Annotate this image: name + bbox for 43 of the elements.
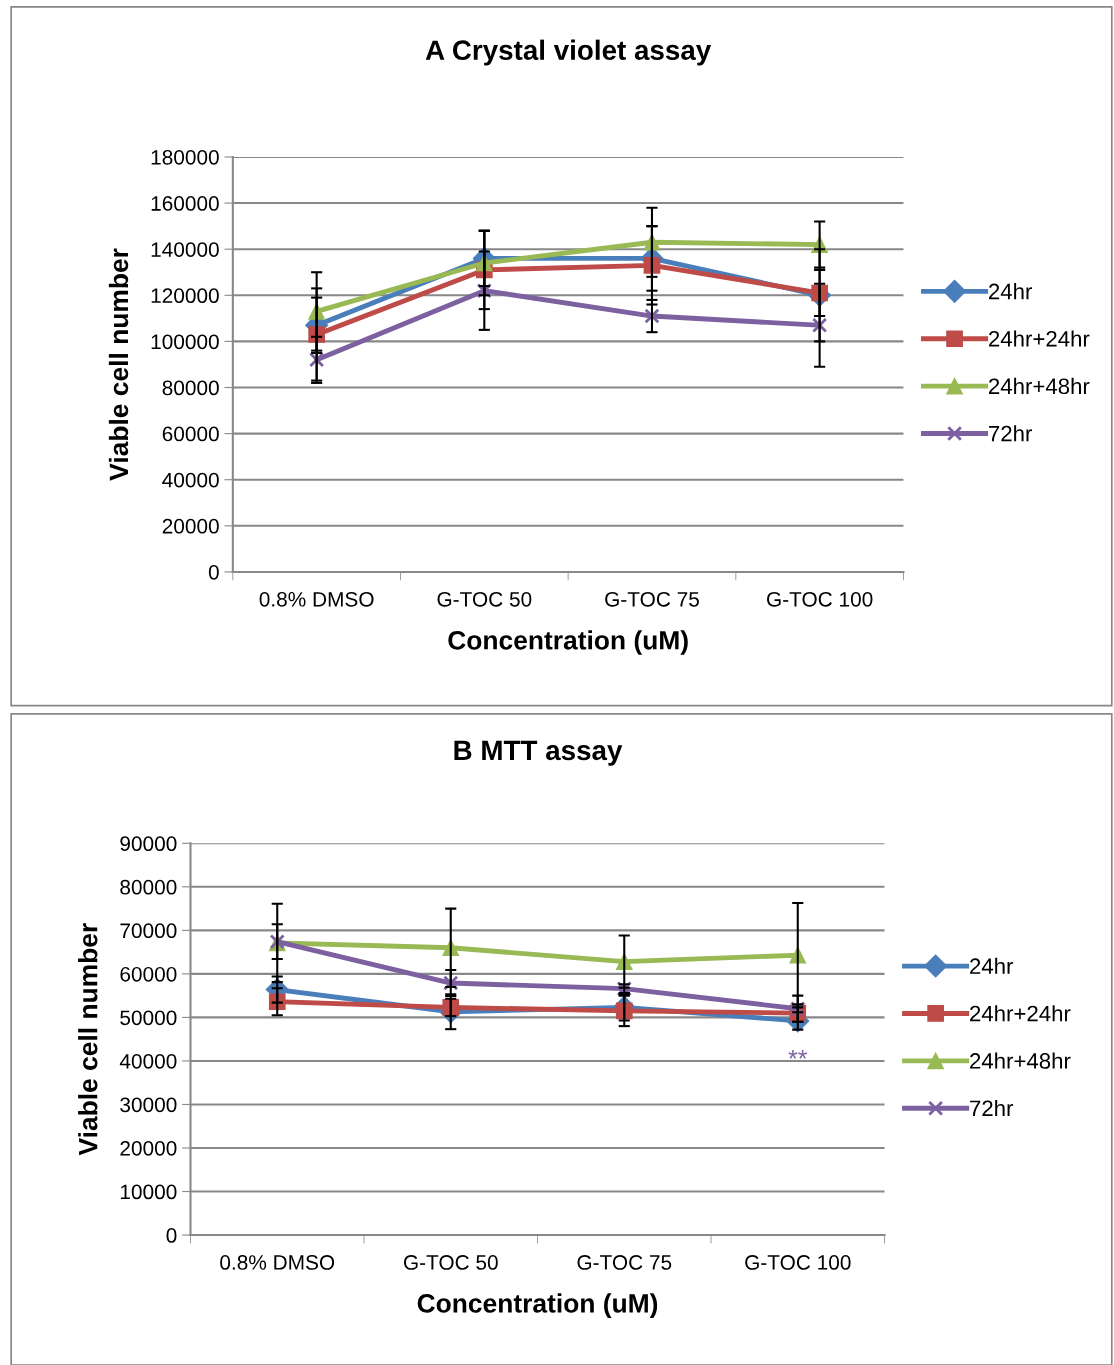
legend-label: 24hr+48hr (989, 377, 1090, 395)
legend-label: 72hr (970, 1099, 1014, 1116)
legend-label: 24hr+24hr (970, 1005, 1071, 1022)
legend-label: 72hr (989, 425, 1033, 442)
y-tick-label: 140000 (151, 242, 219, 257)
legend-label: 24hr+24hr (989, 330, 1090, 347)
x-tick-label: G-TOC 75 (605, 591, 699, 607)
annotation: ** (788, 1049, 808, 1059)
y-tick-label: 30000 (120, 1097, 177, 1113)
y-tick-label: 60000 (162, 426, 219, 442)
y-tick-label: 70000 (120, 923, 177, 939)
x-tick-label: 0.8% DMSO (220, 1255, 335, 1270)
y-tick-label: 180000 (151, 149, 219, 165)
y-tick-label: 40000 (162, 472, 219, 488)
y-tick-label: 120000 (151, 288, 219, 304)
y-tick-label: 0 (208, 564, 219, 580)
x-axis-title: Concentration (uM) (448, 630, 688, 655)
x-tick-label: G-TOC 50 (437, 591, 532, 607)
x-tick-label: G-TOC 50 (403, 1255, 498, 1270)
y-tick-label: 50000 (120, 1010, 177, 1026)
y-tick-label: 90000 (120, 836, 177, 852)
y-axis-title: Viable cell number (78, 923, 98, 1156)
x-tick-label: G-TOC 100 (745, 1255, 851, 1270)
y-tick-label: 80000 (162, 380, 219, 396)
y-tick-label: 10000 (120, 1184, 177, 1200)
chart-title: B MTT assay (454, 740, 623, 766)
y-tick-label: 100000 (151, 334, 219, 350)
y-tick-label: 160000 (151, 196, 219, 211)
x-tick-label: G-TOC 75 (577, 1255, 672, 1270)
y-tick-label: 40000 (119, 1053, 177, 1069)
legend-label: 24hr (989, 283, 1033, 300)
x-tick-label: 0.8% DMSO (259, 591, 374, 607)
x-tick-label: G-TOC 100 (767, 591, 873, 607)
y-tick-label: 0 (166, 1228, 177, 1243)
x-axis-title: Concentration (uM) (417, 1293, 658, 1318)
y-tick-label: 20000 (162, 518, 219, 534)
y-tick-label: 20000 (120, 1141, 177, 1156)
legend-label: 24hr+48hr (970, 1052, 1071, 1069)
y-axis-title: Viable cell number (108, 248, 129, 481)
y-tick-label: 60000 (120, 966, 177, 982)
legend-label: 24hr (970, 957, 1014, 974)
y-tick-label: 80000 (120, 879, 177, 895)
chart-title: A Crystal violet assay (425, 39, 712, 66)
